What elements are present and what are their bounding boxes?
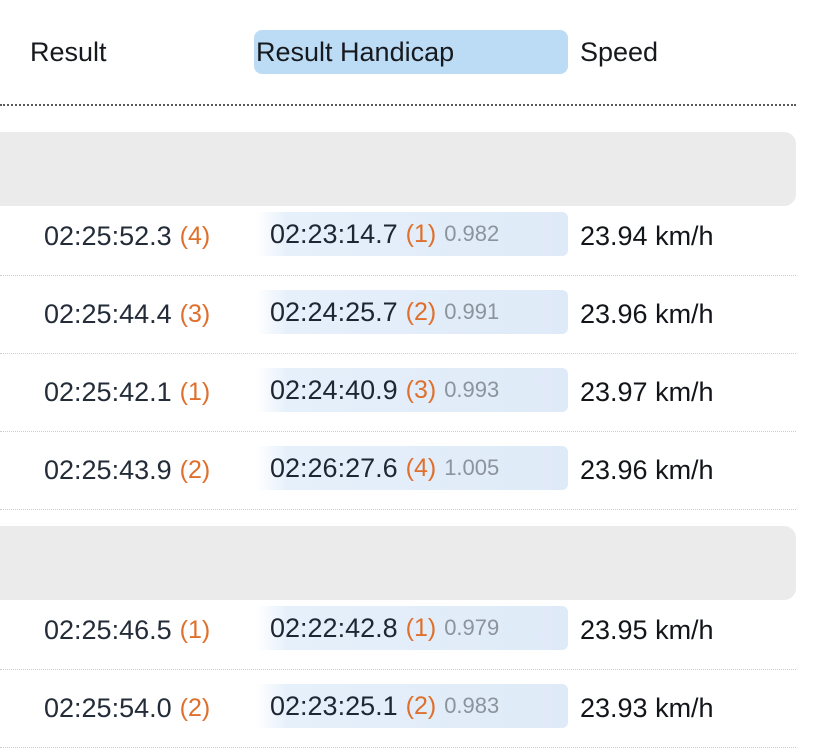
handicap-cell: 02:24:25.7 (2) 0.991 bbox=[256, 290, 568, 334]
handicap-time: 02:22:42.8 bbox=[270, 612, 398, 643]
handicap-rank: (4) bbox=[405, 453, 437, 482]
handicap-rank: (1) bbox=[405, 613, 437, 642]
result-rank: (3) bbox=[179, 300, 211, 328]
handicap-factor: 0.991 bbox=[444, 299, 500, 324]
column-header-speed[interactable]: Speed bbox=[580, 37, 659, 67]
results-table-header: Result Result Handicap Speed bbox=[0, 0, 796, 106]
handicap-time: 02:23:25.1 bbox=[270, 690, 398, 721]
handicap-factor: 1.005 bbox=[444, 455, 500, 480]
column-header-result[interactable]: Result bbox=[30, 37, 107, 67]
result-rank: (2) bbox=[179, 456, 211, 484]
handicap-cell: 02:22:42.8 (1) 0.979 bbox=[256, 606, 568, 650]
handicap-cell: 02:23:25.1 (2) 0.983 bbox=[256, 684, 568, 728]
handicap-factor: 0.993 bbox=[444, 377, 500, 402]
speed-cell: 23.96 km/h bbox=[580, 455, 714, 485]
table-row[interactable]: 02:25:46.5 (1) 02:22:42.8 (1) 0.979 23.9… bbox=[0, 592, 796, 670]
result-time: 02:25:52.3 bbox=[44, 221, 172, 251]
handicap-factor: 0.979 bbox=[444, 615, 500, 640]
handicap-rank: (2) bbox=[405, 297, 437, 326]
speed-cell: 23.95 km/h bbox=[580, 615, 714, 645]
handicap-rank: (3) bbox=[405, 375, 437, 404]
result-time: 02:25:54.0 bbox=[44, 693, 172, 723]
result-time: 02:25:42.1 bbox=[44, 377, 172, 407]
table-row[interactable]: 02:25:52.3 (4) 02:23:14.7 (1) 0.982 23.9… bbox=[0, 198, 796, 276]
result-rank: (2) bbox=[179, 694, 211, 722]
handicap-rank: (2) bbox=[405, 691, 437, 720]
group-header[interactable] bbox=[0, 132, 796, 206]
handicap-rank: (1) bbox=[405, 219, 437, 248]
column-header-result-handicap[interactable]: Result Handicap bbox=[254, 30, 568, 74]
handicap-time: 02:24:25.7 bbox=[270, 296, 398, 327]
handicap-factor: 0.983 bbox=[444, 693, 500, 718]
speed-cell: 23.93 km/h bbox=[580, 693, 714, 723]
handicap-factor: 0.982 bbox=[444, 221, 500, 246]
result-time: 02:25:46.5 bbox=[44, 615, 172, 645]
table-row[interactable]: 02:25:43.9 (2) 02:26:27.6 (4) 1.005 23.9… bbox=[0, 432, 796, 510]
speed-cell: 23.94 km/h bbox=[580, 221, 714, 251]
result-rank: (4) bbox=[179, 222, 211, 250]
group-header[interactable] bbox=[0, 526, 796, 600]
result-cell: 02:25:43.9 (2) bbox=[44, 432, 210, 509]
handicap-time: 02:23:14.7 bbox=[270, 218, 398, 249]
handicap-time: 02:26:27.6 bbox=[270, 452, 398, 483]
table-row[interactable]: 02:25:44.4 (3) 02:24:25.7 (2) 0.991 23.9… bbox=[0, 276, 796, 354]
result-cell: 02:25:44.4 (3) bbox=[44, 276, 210, 353]
handicap-cell: 02:24:40.9 (3) 0.993 bbox=[256, 368, 568, 412]
result-time: 02:25:44.4 bbox=[44, 299, 172, 329]
handicap-time: 02:24:40.9 bbox=[270, 374, 398, 405]
handicap-cell: 02:26:27.6 (4) 1.005 bbox=[256, 446, 568, 490]
handicap-cell: 02:23:14.7 (1) 0.982 bbox=[256, 212, 568, 256]
speed-cell: 23.97 km/h bbox=[580, 377, 714, 407]
speed-cell: 23.96 km/h bbox=[580, 299, 714, 329]
result-cell: 02:25:42.1 (1) bbox=[44, 354, 210, 431]
result-time: 02:25:43.9 bbox=[44, 455, 172, 485]
table-row[interactable]: 02:25:54.0 (2) 02:23:25.1 (2) 0.983 23.9… bbox=[0, 670, 796, 748]
result-cell: 02:25:52.3 (4) bbox=[44, 198, 210, 275]
table-row[interactable]: 02:25:42.1 (1) 02:24:40.9 (3) 0.993 23.9… bbox=[0, 354, 796, 432]
result-rank: (1) bbox=[179, 378, 211, 406]
result-cell: 02:25:54.0 (2) bbox=[44, 670, 210, 747]
result-cell: 02:25:46.5 (1) bbox=[44, 592, 210, 669]
result-rank: (1) bbox=[179, 616, 211, 644]
